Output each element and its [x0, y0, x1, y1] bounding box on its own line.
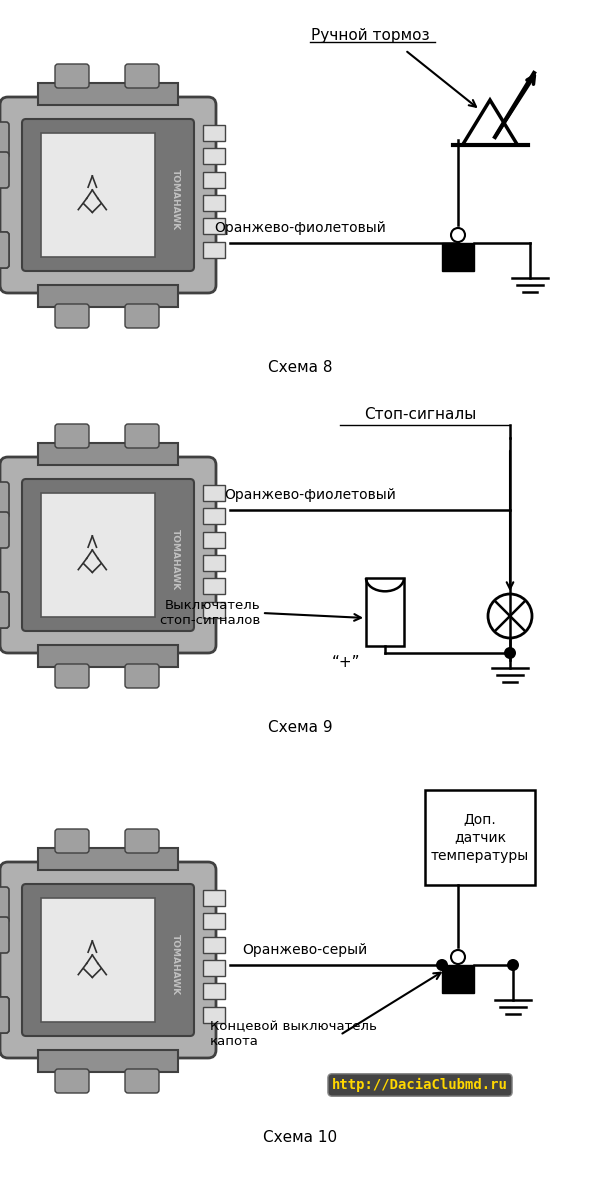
Bar — [425, 790, 535, 885]
Text: Схема 8: Схема 8 — [268, 360, 332, 375]
Circle shape — [507, 959, 519, 971]
FancyBboxPatch shape — [55, 424, 89, 448]
Bar — [203, 125, 225, 141]
Text: Схема 10: Схема 10 — [263, 1129, 337, 1145]
Bar — [38, 1050, 178, 1072]
FancyBboxPatch shape — [0, 232, 9, 268]
Bar — [203, 508, 225, 525]
Bar — [442, 243, 474, 271]
FancyBboxPatch shape — [125, 304, 159, 328]
FancyBboxPatch shape — [0, 592, 9, 628]
Bar — [203, 218, 225, 235]
FancyBboxPatch shape — [22, 884, 194, 1036]
Circle shape — [504, 647, 516, 659]
Circle shape — [451, 228, 465, 242]
Text: TOMAHAWK: TOMAHAWK — [170, 529, 179, 591]
FancyBboxPatch shape — [125, 1069, 159, 1093]
FancyBboxPatch shape — [55, 304, 89, 328]
FancyBboxPatch shape — [0, 862, 216, 1058]
Text: TOMAHAWK: TOMAHAWK — [170, 935, 179, 995]
FancyBboxPatch shape — [22, 479, 194, 631]
Bar — [38, 83, 178, 105]
Bar — [366, 578, 404, 646]
Circle shape — [488, 594, 532, 638]
FancyBboxPatch shape — [0, 457, 216, 653]
Bar — [203, 1007, 225, 1022]
Circle shape — [436, 959, 448, 971]
FancyBboxPatch shape — [0, 152, 9, 187]
Bar — [203, 890, 225, 905]
Bar — [203, 195, 225, 211]
Bar — [41, 133, 155, 257]
FancyBboxPatch shape — [0, 482, 9, 518]
FancyBboxPatch shape — [0, 512, 9, 548]
FancyBboxPatch shape — [0, 121, 9, 158]
Circle shape — [451, 950, 465, 964]
FancyBboxPatch shape — [22, 119, 194, 271]
FancyBboxPatch shape — [125, 64, 159, 88]
Bar — [41, 898, 155, 1022]
FancyBboxPatch shape — [55, 64, 89, 88]
Text: Ручной тормоз: Ручной тормоз — [311, 28, 430, 42]
FancyBboxPatch shape — [125, 664, 159, 689]
FancyBboxPatch shape — [55, 1069, 89, 1093]
Bar — [203, 579, 225, 594]
FancyBboxPatch shape — [0, 917, 9, 953]
Bar — [203, 172, 225, 187]
FancyBboxPatch shape — [125, 424, 159, 448]
Text: Оранжево-фиолетовый: Оранжево-фиолетовый — [224, 488, 396, 502]
Text: Оранжево-серый: Оранжево-серый — [242, 943, 368, 957]
Bar — [203, 242, 225, 258]
Text: Оранжево-фиолетовый: Оранжево-фиолетовый — [214, 220, 386, 235]
FancyBboxPatch shape — [125, 829, 159, 852]
Bar — [38, 645, 178, 667]
Bar — [203, 983, 225, 1000]
Text: “+”: “+” — [331, 656, 360, 670]
Bar — [41, 493, 155, 617]
Text: TOMAHAWK: TOMAHAWK — [170, 170, 179, 231]
FancyBboxPatch shape — [0, 997, 9, 1033]
Bar — [203, 914, 225, 929]
FancyBboxPatch shape — [0, 997, 9, 1033]
Bar — [203, 936, 225, 953]
Text: http://DaciaClubmd.ru: http://DaciaClubmd.ru — [332, 1078, 508, 1092]
Text: Стоп-сигналы: Стоп-сигналы — [364, 407, 476, 422]
Bar — [442, 964, 474, 993]
Bar — [203, 960, 225, 976]
Bar — [203, 555, 225, 571]
Text: Доп.
датчик
температуры: Доп. датчик температуры — [431, 812, 529, 863]
FancyBboxPatch shape — [0, 592, 9, 628]
Text: Выключатель
стоп-сигналов: Выключатель стоп-сигналов — [159, 599, 260, 627]
Bar — [203, 485, 225, 501]
Polygon shape — [463, 100, 517, 145]
Bar — [38, 443, 178, 465]
Text: Схема 9: Схема 9 — [268, 720, 332, 735]
FancyBboxPatch shape — [0, 887, 9, 923]
Bar — [203, 149, 225, 164]
FancyBboxPatch shape — [0, 232, 9, 268]
FancyBboxPatch shape — [55, 664, 89, 689]
Text: Концевой выключатель
капота: Концевой выключатель капота — [210, 1020, 377, 1048]
Bar — [203, 601, 225, 618]
FancyBboxPatch shape — [0, 97, 216, 294]
Bar — [203, 532, 225, 548]
Bar — [38, 285, 178, 307]
FancyBboxPatch shape — [55, 829, 89, 852]
Bar — [38, 848, 178, 870]
